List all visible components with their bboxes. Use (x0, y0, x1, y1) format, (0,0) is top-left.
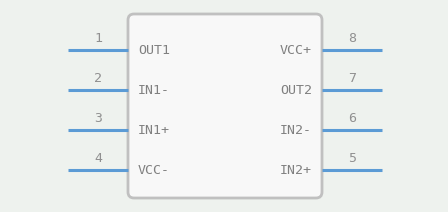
Text: OUT2: OUT2 (280, 84, 312, 96)
Text: IN1-: IN1- (138, 84, 170, 96)
Text: VCC-: VCC- (138, 163, 170, 177)
Text: IN1+: IN1+ (138, 124, 170, 137)
Text: IN2+: IN2+ (280, 163, 312, 177)
Text: 6: 6 (348, 112, 356, 125)
FancyBboxPatch shape (128, 14, 322, 198)
Text: 4: 4 (94, 152, 102, 165)
Text: 8: 8 (348, 32, 356, 45)
Text: 3: 3 (94, 112, 102, 125)
Text: VCC+: VCC+ (280, 43, 312, 57)
Text: 5: 5 (348, 152, 356, 165)
Text: IN2-: IN2- (280, 124, 312, 137)
Text: 7: 7 (348, 72, 356, 85)
Text: 2: 2 (94, 72, 102, 85)
Text: OUT1: OUT1 (138, 43, 170, 57)
Text: 1: 1 (94, 32, 102, 45)
